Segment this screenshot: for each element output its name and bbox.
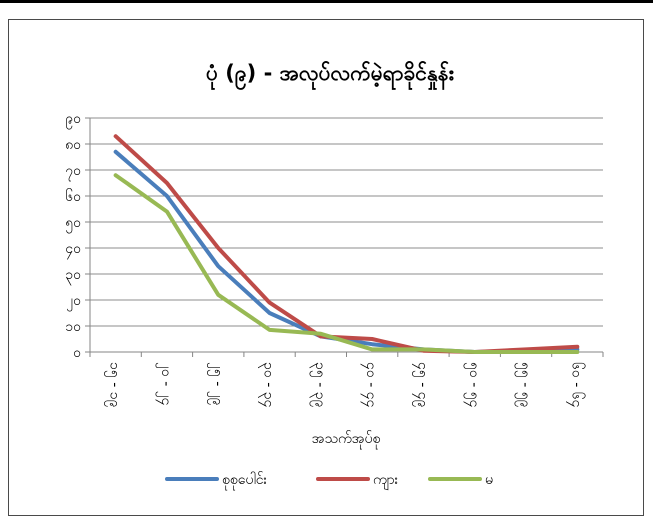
legend-label: မ <box>485 472 493 488</box>
y-tick-label: ၈၀ <box>65 137 81 153</box>
chart-frame <box>8 19 644 516</box>
legend: စုစုပေါင်း ကျား မ <box>165 472 493 490</box>
y-tick-label: ၆၀ <box>65 189 81 205</box>
y-tick-label: ၂၀ <box>66 293 81 311</box>
x-tick-label: ၂၀ - ၂၄ <box>156 362 174 406</box>
x-tick-label: ၅၀ - ၅၄ <box>464 362 482 408</box>
x-tick-label: ၁၅ - ၁၉ <box>105 362 123 408</box>
legend-label: ကျား <box>373 472 399 490</box>
x-tick-label: ၅၅ - ၅၉ <box>515 362 533 408</box>
x-tick-label: ၄၀ - ၄၄ <box>361 362 379 408</box>
x-tick-label: ၂၅ - ၂၉ <box>207 362 225 406</box>
chart-title: ပုံ (၉) - အလုပ်လက်မဲ့ရာခိုင်နှုန်း <box>206 59 455 91</box>
gridlines <box>85 117 604 357</box>
x-axis-label: အသက်အုပ်စု <box>312 431 381 449</box>
x-tick-label: ၄၅ - ၄၉ <box>412 362 430 408</box>
x-tick-label: ၆၀ - ၆၄ <box>566 362 584 408</box>
y-tick-label: ၉၀ <box>65 111 81 129</box>
legend-label: စုစုပေါင်း <box>222 472 268 490</box>
series-lines <box>113 134 580 354</box>
y-tick-label: ၃၀ <box>65 267 81 285</box>
y-tick-label: ၅၀ <box>65 215 81 233</box>
y-tick-label: ၀ <box>73 345 81 361</box>
y-tick-label: ၄၀ <box>65 241 81 259</box>
y-axis-ticks: ၀ ၁၀ ၂၀ ၃၀ ၄၀ ၅၀ ၆၀ ၇၀ ၈၀ ၉၀ <box>65 111 81 361</box>
x-axis-ticks: ၁၅ - ၁၉ ၂၀ - ၂၄ ၂၅ - ၂၉ ၃၀ - ၃၄ ၃၅ - ၃၉ ၄၀ - … <box>105 362 585 408</box>
series-line <box>113 173 580 354</box>
x-tick-label: ၃၀ - ၃၄ <box>259 362 277 408</box>
y-tick-label: ၁၀ <box>65 319 81 335</box>
x-tick-label: ၃၅ - ၃၉ <box>310 362 328 408</box>
y-tick-label: ၇၀ <box>65 163 81 181</box>
series-line <box>113 149 580 354</box>
top-rule <box>0 0 653 3</box>
